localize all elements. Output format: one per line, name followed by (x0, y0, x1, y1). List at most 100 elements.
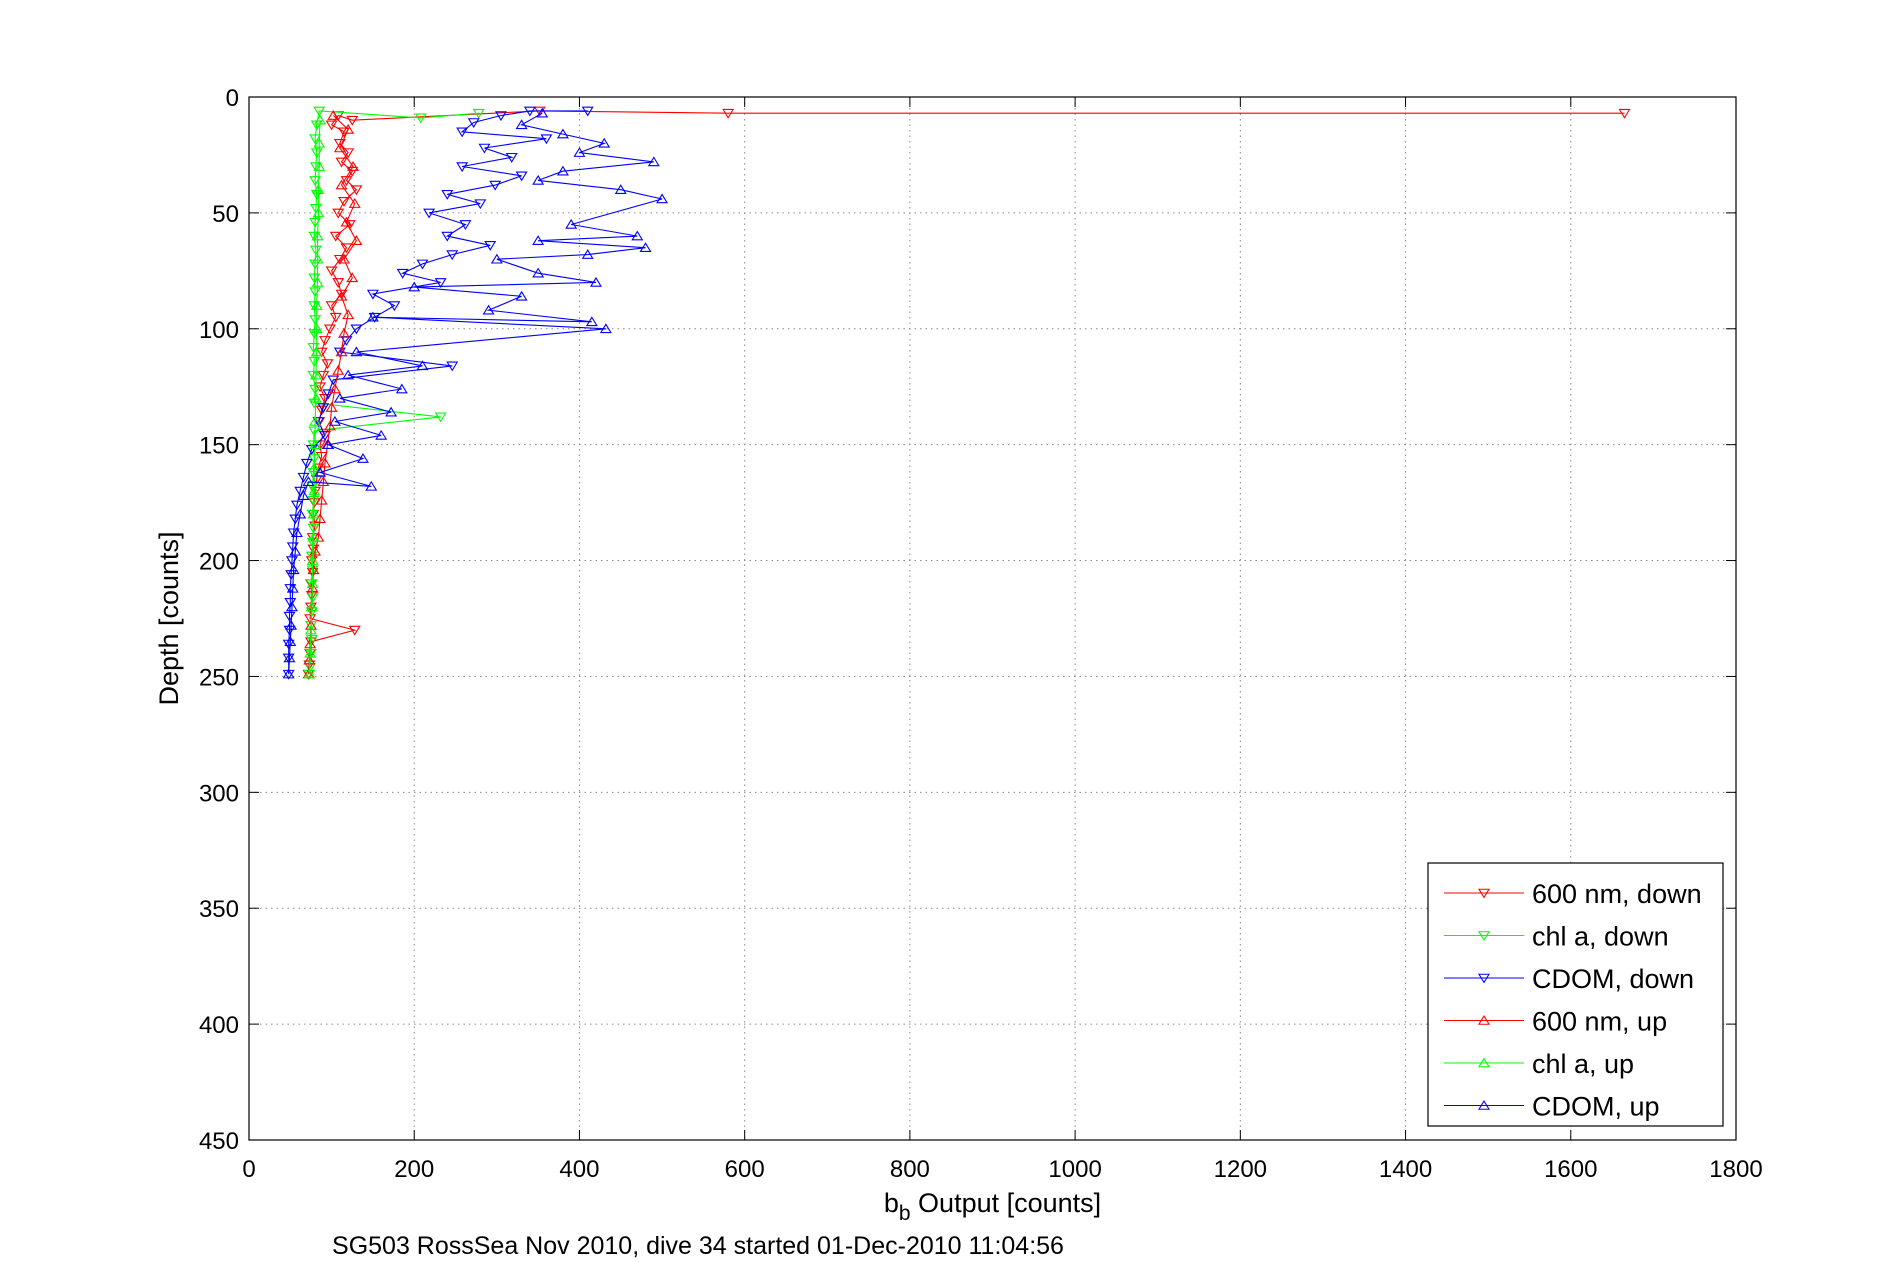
data-point (313, 106, 326, 117)
data-point (297, 490, 310, 500)
data-point (338, 253, 350, 264)
data-point (347, 160, 360, 171)
axis-ticks: 0 200 400 600 800 1000 1200 1400 1600 1800 0 50 100 1… (199, 85, 1763, 1183)
data-point (581, 249, 594, 259)
data-point (532, 235, 545, 246)
plot-series (282, 106, 1631, 680)
data-point (284, 597, 297, 608)
data-point (350, 235, 363, 246)
y-axis-label: Depth [counts] (154, 531, 184, 705)
y-tick-label: 200 (199, 549, 239, 576)
data-point (396, 268, 409, 279)
data-point (307, 564, 320, 575)
data-point (311, 253, 324, 264)
data-point (309, 392, 322, 403)
data-point (335, 290, 348, 301)
data-point (342, 148, 355, 159)
data-point (310, 346, 323, 357)
data-point (289, 545, 302, 556)
data-point (310, 323, 323, 334)
data-point (441, 231, 454, 242)
data-point (325, 402, 338, 412)
legend-marker-swatch (1478, 931, 1490, 942)
data-point (338, 197, 350, 207)
data-point (446, 361, 459, 372)
data-point (565, 218, 578, 229)
data-point (333, 142, 346, 153)
data-point (328, 415, 341, 426)
data-point (302, 476, 315, 487)
axes-frame (248, 96, 1737, 1141)
data-point (515, 119, 528, 130)
legend-label: 600 nm, down (1532, 879, 1702, 909)
data-point (283, 652, 296, 663)
data-point (306, 537, 319, 548)
data-point (300, 458, 313, 469)
data-point (285, 619, 298, 630)
data-point (722, 108, 735, 119)
legend-item: chl a, down (1444, 922, 1669, 952)
data-point (317, 476, 330, 487)
x-tick-label: 1400 (1379, 1156, 1432, 1183)
data-point (319, 394, 331, 404)
data-point (327, 109, 340, 120)
data-point (313, 160, 326, 171)
data-point (307, 495, 320, 506)
data-point (536, 107, 549, 118)
data-point (317, 403, 330, 414)
data-point (482, 304, 495, 315)
data-point (290, 500, 303, 511)
data-point (614, 184, 627, 195)
data-point (304, 647, 317, 658)
data-point (434, 412, 447, 423)
x-axis-label: bb Output [counts] (884, 1188, 1101, 1225)
data-point (342, 309, 355, 320)
data-point (307, 508, 320, 519)
data-point (307, 531, 320, 542)
data-point (333, 347, 346, 358)
y-tick-label: 450 (199, 1128, 239, 1155)
data-point (340, 243, 353, 254)
data-point (335, 157, 348, 168)
data-point (304, 614, 317, 625)
data-point (304, 624, 317, 635)
data-point (631, 230, 644, 241)
data-point (484, 241, 497, 251)
data-point (346, 115, 359, 126)
data-point (639, 242, 652, 252)
data-point (332, 364, 345, 375)
data-point (310, 300, 323, 310)
data-point (346, 272, 359, 283)
data-point (343, 220, 356, 231)
data-point (598, 137, 611, 148)
data-point (467, 118, 480, 129)
x-tick-label: 1800 (1709, 1156, 1762, 1183)
data-point (342, 123, 355, 134)
data-point (366, 289, 379, 300)
data-point (306, 554, 319, 565)
data-point (308, 398, 321, 409)
x-tick-label: 400 (559, 1156, 599, 1183)
data-point (314, 114, 327, 125)
data-point (313, 137, 326, 148)
series-line (288, 110, 588, 675)
data-point (395, 383, 408, 394)
data-point (446, 250, 459, 261)
data-point (307, 343, 320, 353)
data-point (335, 289, 348, 300)
data-point (357, 453, 369, 463)
data-point (283, 625, 296, 636)
legend-item: 600 nm, up (1444, 1007, 1667, 1037)
legend-marker-swatch (1478, 1099, 1490, 1110)
data-point (416, 259, 429, 270)
data-point (523, 106, 536, 117)
data-point (282, 668, 295, 679)
data-point (375, 429, 388, 440)
data-point (312, 207, 325, 218)
legend-label: 600 nm, up (1532, 1007, 1667, 1037)
data-point (489, 180, 502, 191)
data-point (456, 162, 469, 173)
data-point (322, 439, 335, 449)
data-point (329, 312, 342, 323)
data-point (314, 382, 327, 393)
